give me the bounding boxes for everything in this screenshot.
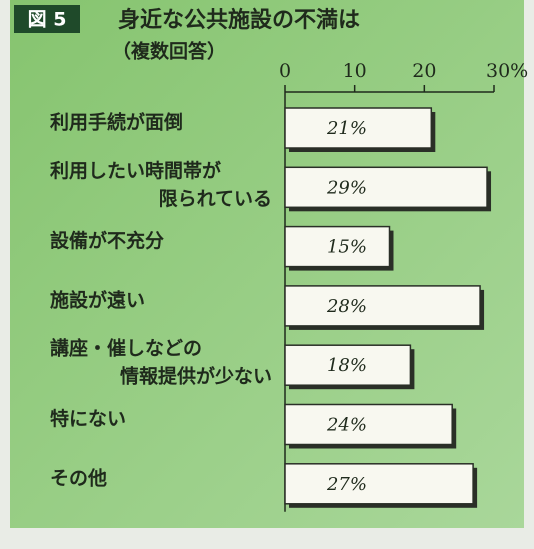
bar	[284, 344, 412, 386]
bar	[284, 403, 453, 446]
value-label: 27%	[326, 474, 367, 495]
category-label: 講座・催しなどの	[50, 337, 202, 360]
category-label: その他	[50, 466, 107, 489]
bar	[284, 166, 488, 209]
value-label: 24%	[326, 415, 367, 436]
category-label: 情報提供が少ない	[120, 365, 272, 388]
chart-subtitle: （複数回答）	[112, 40, 226, 63]
bar	[284, 285, 481, 327]
value-label: 28%	[326, 296, 367, 317]
value-label: 21%	[326, 118, 367, 139]
value-label: 18%	[327, 355, 367, 376]
bar	[284, 225, 391, 268]
badge: 図 5	[28, 9, 67, 31]
bar	[284, 107, 433, 149]
badge-box	[14, 5, 80, 33]
category-label: 特にない	[50, 408, 126, 430]
value-label: 29%	[326, 177, 367, 198]
category-label: 施設が遠い	[50, 288, 145, 311]
category-label: 利用したい時間帯が	[50, 159, 221, 182]
x-tick-label: 0	[279, 60, 291, 82]
category-label: 利用手続が面倒	[50, 111, 183, 134]
category-label: 設備が不充分	[50, 229, 164, 252]
category-label: 限られている	[159, 188, 272, 210]
chart-title: 身近な公共施設の不満は	[118, 7, 360, 33]
x-tick-label: 20	[412, 60, 436, 82]
value-label: 15%	[327, 237, 367, 258]
bar	[284, 463, 474, 505]
panel	[10, 0, 524, 528]
x-tick-label: 10	[343, 60, 367, 82]
x-tick-label: 30%	[486, 60, 528, 82]
